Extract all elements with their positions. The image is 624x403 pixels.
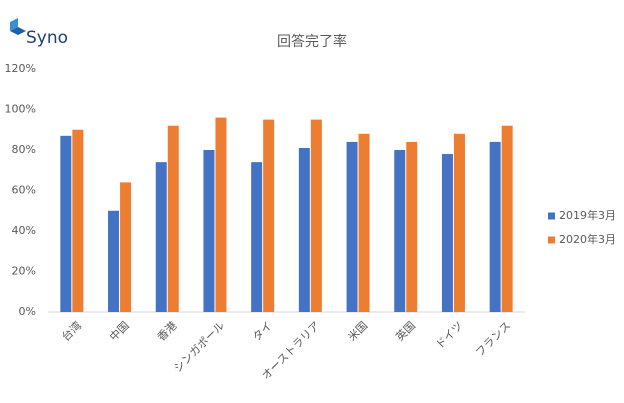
x-tick-label: タイ <box>250 319 275 344</box>
bar <box>263 119 275 312</box>
bar <box>108 210 120 312</box>
bar <box>203 150 215 312</box>
bar <box>155 162 167 312</box>
bar <box>501 125 513 312</box>
bar <box>120 182 132 312</box>
legend-swatch <box>548 236 555 244</box>
bar <box>453 133 465 312</box>
x-tick-label: ドイツ <box>433 319 466 352</box>
bar <box>310 119 322 312</box>
x-tick-label: フランス <box>473 319 513 359</box>
bar <box>298 147 310 312</box>
bar <box>72 129 84 312</box>
legend-label: 2020年3月 <box>559 232 616 246</box>
bar <box>358 133 370 312</box>
y-tick-label: 80% <box>12 143 36 156</box>
y-tick-label: 40% <box>12 224 36 237</box>
bar <box>346 141 358 312</box>
y-tick-label: 20% <box>12 265 36 278</box>
logo: Syno <box>26 28 68 48</box>
bar <box>251 162 263 312</box>
y-tick-label: 0% <box>19 305 36 318</box>
x-tick-label: 米国 <box>346 319 371 344</box>
legend-swatch <box>548 212 555 220</box>
bar <box>406 141 418 312</box>
x-tick-label: 香港 <box>155 319 180 344</box>
y-tick-label: 100% <box>5 103 36 116</box>
x-tick-label: 台湾 <box>59 318 84 343</box>
bar <box>167 125 179 312</box>
logo-icon <box>10 18 26 35</box>
x-tick-label: 中国 <box>107 319 132 344</box>
chart-title: 回答完了率 <box>277 33 347 50</box>
x-tick-label: シンガポール <box>171 319 227 375</box>
y-tick-label: 60% <box>12 184 36 197</box>
bar <box>394 150 406 312</box>
x-tick-label: 英国 <box>393 318 418 343</box>
legend-label: 2019年3月 <box>559 208 616 222</box>
bar <box>489 141 501 312</box>
bar <box>441 154 453 312</box>
bar <box>60 135 72 312</box>
bar <box>215 117 227 312</box>
y-tick-label: 120% <box>5 62 36 75</box>
